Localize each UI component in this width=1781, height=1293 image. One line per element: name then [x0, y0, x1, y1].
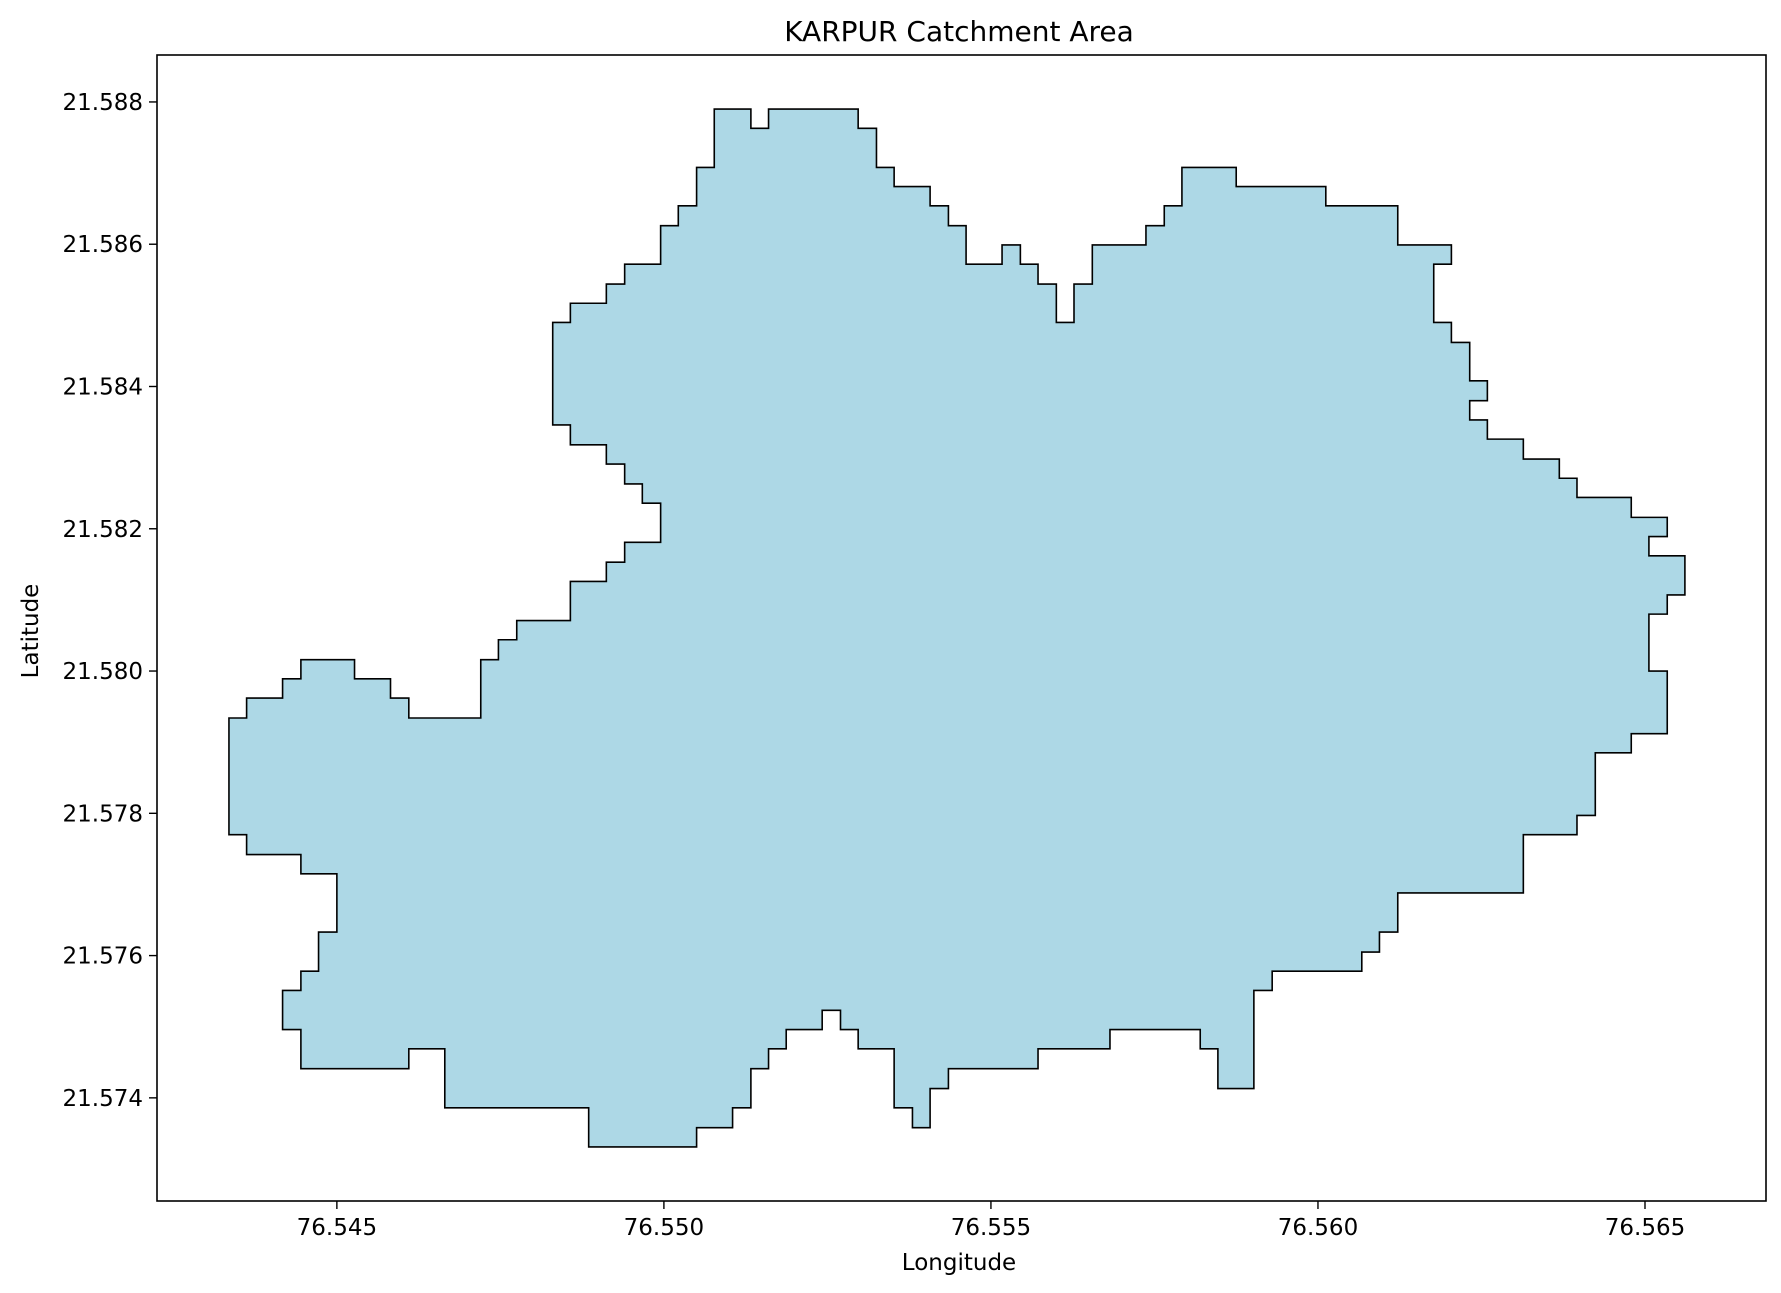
x-tick-label: 76.550	[624, 1215, 704, 1241]
x-axis-ticks: 76.545 76.550 76.555 76.560 76.565	[297, 1201, 1685, 1241]
axes-frame	[156, 54, 1767, 1202]
y-tick-label: 21.582	[63, 517, 143, 543]
y-axis-label: Latitude	[18, 584, 44, 679]
x-axis-label: Longitude	[902, 1250, 1016, 1276]
y-tick-label: 21.574	[63, 1086, 143, 1112]
x-tick-label: 76.545	[297, 1215, 377, 1241]
y-tick-label: 21.586	[63, 232, 143, 258]
y-tick-label: 21.578	[63, 801, 143, 827]
y-tick-label: 21.584	[63, 374, 143, 400]
y-tick-label: 21.580	[63, 659, 143, 685]
y-tick-label: 21.576	[63, 944, 143, 970]
y-tick-label: 21.588	[63, 90, 143, 116]
chart-title: KARPUR Catchment Area	[784, 15, 1134, 48]
x-tick-label: 76.565	[1605, 1215, 1685, 1241]
x-tick-label: 76.560	[1278, 1215, 1358, 1241]
plot-area	[228, 108, 1686, 1148]
x-tick-label: 76.555	[951, 1215, 1031, 1241]
y-axis-ticks: 21.574 21.576 21.578 21.580 21.582 21.584 21.5…	[63, 90, 157, 1112]
catchment-area-polygon	[228, 108, 1686, 1148]
